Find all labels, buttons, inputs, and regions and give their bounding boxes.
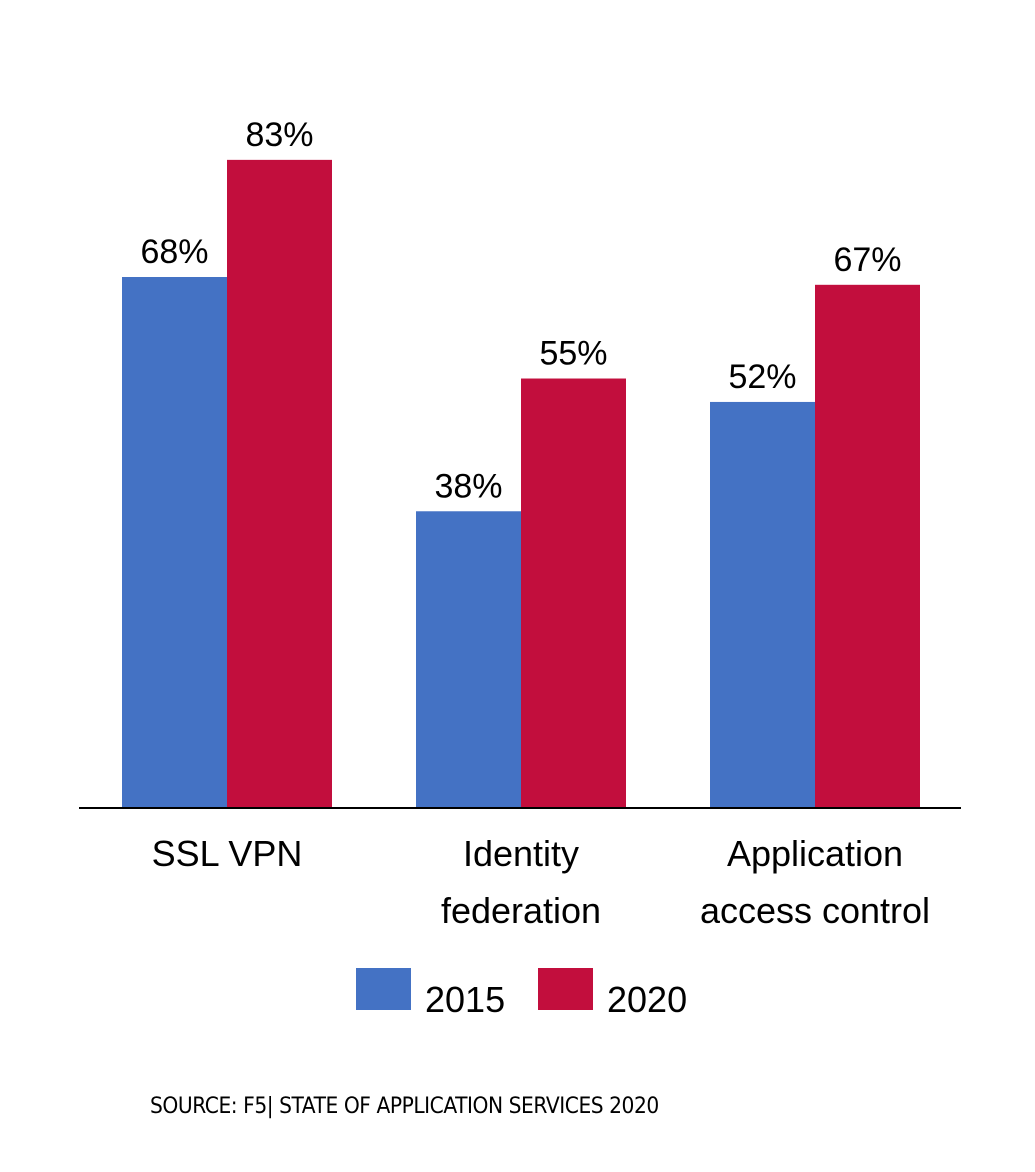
legend-swatch-2020 <box>538 968 593 1010</box>
legend-label: 2020 <box>607 979 687 1020</box>
bar-2015-0 <box>122 277 227 808</box>
data-label: 38% <box>434 467 502 505</box>
data-label: 52% <box>728 358 796 396</box>
category-label: SSL VPN <box>152 833 303 874</box>
legend-swatch-2015 <box>356 968 411 1010</box>
category-label: Identity <box>463 833 579 874</box>
category-label: access control <box>700 890 930 931</box>
data-label: 68% <box>140 233 208 271</box>
category-label: Application <box>727 833 903 874</box>
data-label: 83% <box>245 116 313 154</box>
bar-2020-0 <box>227 159 332 808</box>
bar-2015-1 <box>416 511 521 808</box>
data-label: 55% <box>539 335 607 373</box>
bar-2020-2 <box>815 284 920 808</box>
bar-2015-2 <box>710 401 815 808</box>
category-label: federation <box>441 890 601 931</box>
bar-2020-1 <box>521 378 626 808</box>
legend-label: 2015 <box>425 979 505 1020</box>
source-note: SOURCE: F5| STATE OF APPLICATION SERVICE… <box>150 1094 659 1119</box>
data-label: 67% <box>833 241 901 279</box>
